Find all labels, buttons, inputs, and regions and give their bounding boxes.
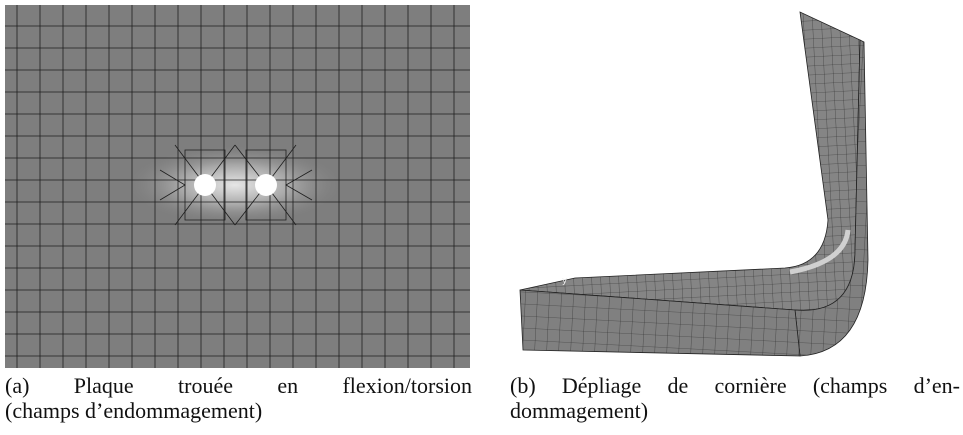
plate-mesh [5, 5, 470, 368]
caption-line: (a) Plaque trouée en flexion/torsion [5, 373, 472, 398]
caption-a: (a) Plaque trouée en flexion/torsion (ch… [5, 373, 472, 423]
figure-images: y [5, 5, 869, 368]
caption-line: (b) Dépliage de cornière (champs d’en- [510, 373, 960, 398]
caption-line: dommagement) [510, 398, 649, 423]
caption-b: (b) Dépliage de cornière (champs d’en- d… [510, 373, 960, 423]
axis-label: y [562, 276, 568, 286]
caption-line: (champs d’endommagement) [5, 398, 263, 423]
bracket-mesh [519, 11, 869, 357]
